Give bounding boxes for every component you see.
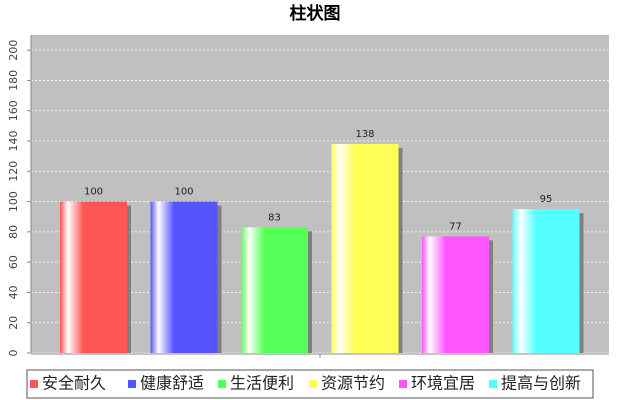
legend-label: 生活便利 <box>230 374 294 393</box>
bar <box>512 209 580 353</box>
bar <box>60 201 127 353</box>
y-tick-label: 140 <box>7 131 20 152</box>
y-tick-label: 0 <box>7 350 20 357</box>
value-label: 77 <box>449 221 462 232</box>
y-tick-label: 120 <box>7 161 20 182</box>
legend-swatch <box>489 380 497 388</box>
bar <box>150 201 218 353</box>
bar <box>422 236 489 353</box>
value-label: 100 <box>84 187 103 198</box>
value-label: 95 <box>540 194 553 205</box>
value-label: 138 <box>355 129 374 140</box>
legend-label: 安全耐久 <box>42 374 106 393</box>
bar <box>241 227 308 353</box>
y-tick-label: 100 <box>7 191 20 212</box>
value-label: 100 <box>174 187 193 198</box>
y-tick-label: 200 <box>7 40 20 61</box>
chart-title: 柱状图 <box>290 3 341 24</box>
y-tick-label: 180 <box>7 70 20 91</box>
y-tick-label: 80 <box>7 225 20 239</box>
bar <box>331 144 399 353</box>
legend-label: 健康舒适 <box>140 374 204 393</box>
legend-swatch <box>218 380 226 388</box>
legend-swatch <box>309 380 317 388</box>
legend-swatch <box>128 380 136 388</box>
y-tick-label: 160 <box>7 100 20 121</box>
legend-swatch <box>30 380 38 388</box>
legend-swatch <box>399 380 407 388</box>
y-tick-label: 20 <box>7 316 20 330</box>
y-tick-label: 40 <box>7 285 20 299</box>
y-tick-label: 60 <box>7 255 20 269</box>
legend-label: 提高与创新 <box>501 374 581 393</box>
legend-label: 环境宜居 <box>411 374 475 393</box>
value-label: 83 <box>268 212 281 223</box>
legend-label: 资源节约 <box>321 374 385 393</box>
